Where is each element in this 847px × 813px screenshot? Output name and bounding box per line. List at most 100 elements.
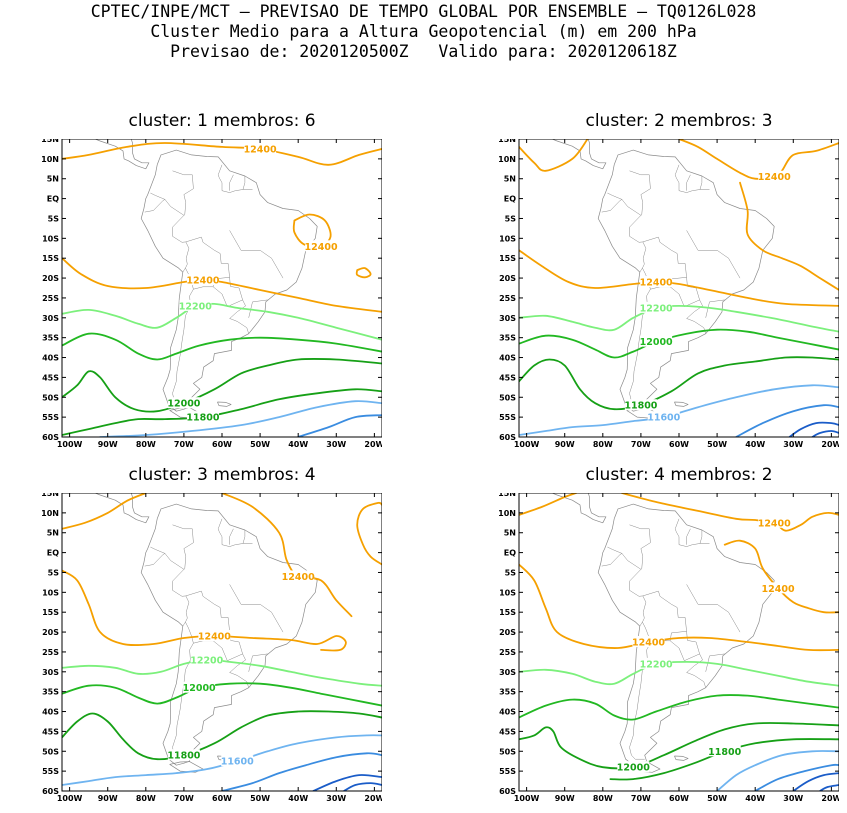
contour-11800 [62,710,382,761]
header-line-1: CPTEC/INPE/MCT — PREVISAO DE TEMPO GLOBA… [90,2,757,21]
panel-title: cluster: 2 membros: 3 [585,111,773,131]
contour-12200 [519,660,839,687]
contour-11600 [519,384,839,436]
lat-label: 15N [41,139,59,144]
south-america-coastline [597,149,775,412]
contour-label: 12200 [179,301,212,312]
lat-label: EQ [47,549,59,558]
contour-layer: 12400 12400 12200 12000 11800 11600 [62,493,382,791]
contour-11800 [519,722,839,770]
lat-label: 55S [499,413,516,422]
lon-label: 70W [174,794,194,803]
contour-label-bg [758,170,791,182]
lat-label: 45S [42,373,59,382]
lon-label: 20W [821,440,839,449]
contour-chart: 12400 12400 12200 12000 11800 11600 15N 10N 5N EQ… [41,493,382,803]
lat-label: 30S [499,668,516,677]
lat-label: 15N [41,493,59,498]
lat-label: 60S [499,787,516,796]
lon-label: 100W [57,794,83,803]
country-border [642,590,687,644]
contour-12000 [519,328,839,359]
contour-12400 [519,493,577,516]
contour-label-bg [282,570,315,582]
contour-11200 [811,430,839,437]
contour-12000 [62,332,382,361]
panel-title: cluster: 3 membros: 4 [128,465,316,485]
lon-label: 90W [98,440,118,449]
lat-label: 25S [42,294,59,303]
country-border [699,176,703,190]
panel-title: cluster: 1 membros: 6 [128,111,316,131]
lon-label: 90W [555,794,575,803]
cluster-panel-3: cluster: 3 membros: 4 12400 12400 12200 1200… [0,465,382,811]
country-border [229,528,234,545]
contour-11200 [343,782,382,791]
contour-label-bg [167,749,200,761]
contour-11800 [609,738,839,781]
country-border [674,518,710,547]
cluster-panel-1: cluster: 1 membros: 6 12400 12400 12400 1220… [0,111,382,457]
country-border [229,299,249,334]
contour-12400 [519,139,589,172]
lat-label: EQ [504,549,516,558]
contour-label: 12400 [640,278,673,289]
contour-label-bg [190,653,223,665]
lat-label: 50S [499,747,516,756]
country-border [607,546,622,554]
contour-label-bg [617,761,650,773]
lon-label: 40W [288,794,308,803]
contour-11200 [819,784,839,791]
lon-label: 50W [250,440,270,449]
lon-label: 40W [745,440,765,449]
contour-layer: 12400 12400 12400 12200 12000 11800 [62,142,382,437]
country-border [629,569,647,627]
central-america-coastline [551,493,607,524]
contour-12400 [221,493,353,618]
lon-label: 70W [631,440,651,449]
country-border [674,164,710,193]
contour-12400 [739,181,839,291]
country-border [686,584,741,633]
lat-label: 20S [42,628,59,637]
contour-label-bg [762,582,795,594]
lat-label: 5N [47,175,59,184]
country-border [686,174,691,191]
cluster-panel-4: cluster: 4 membros: 2 12400 12400 12400 1220… [457,465,839,811]
lat-label: 30S [499,314,516,323]
lat-label: 10S [42,588,59,597]
lon-label: 70W [174,440,194,449]
contour-label: 12400 [758,172,791,183]
country-border [150,546,165,554]
central-america-coastline [94,493,150,524]
contour-label-bg [186,411,219,423]
contour-label-bg [244,142,277,154]
south-america-coastline [140,149,318,412]
lat-label: 60S [42,433,59,442]
contour-label-bg [167,397,200,409]
contour-12400 [62,142,382,166]
contour-12000 [62,682,382,707]
lon-label: 30W [326,794,346,803]
country-border [601,199,642,216]
contour-11200 [312,774,382,791]
lon-label: 20W [364,440,382,449]
contour-label: 11600 [647,413,680,424]
lat-label: 15S [42,608,59,617]
lon-label: 20W [821,794,839,803]
lat-label: 40S [499,354,516,363]
lat-label: 10S [42,234,59,243]
lat-label: 55S [42,413,59,422]
contour-label-bg [179,299,212,311]
lat-label: 5N [504,529,516,538]
country-border [172,215,190,273]
contour-chart: 12400 12400 12400 12200 12000 11800 15N 10N 5N EQ… [498,493,839,803]
plot-area: 12400 12400 12200 12000 11800 11600 15N 10N 5N EQ… [41,493,382,803]
lat-label: 15S [42,254,59,263]
lat-label: 5S [505,568,517,577]
lat-label: 45S [499,727,516,736]
lat-label: 5S [48,214,60,223]
lat-label: 25S [499,294,516,303]
lat-label: 5N [47,529,59,538]
contour-label: 11800 [167,751,200,762]
